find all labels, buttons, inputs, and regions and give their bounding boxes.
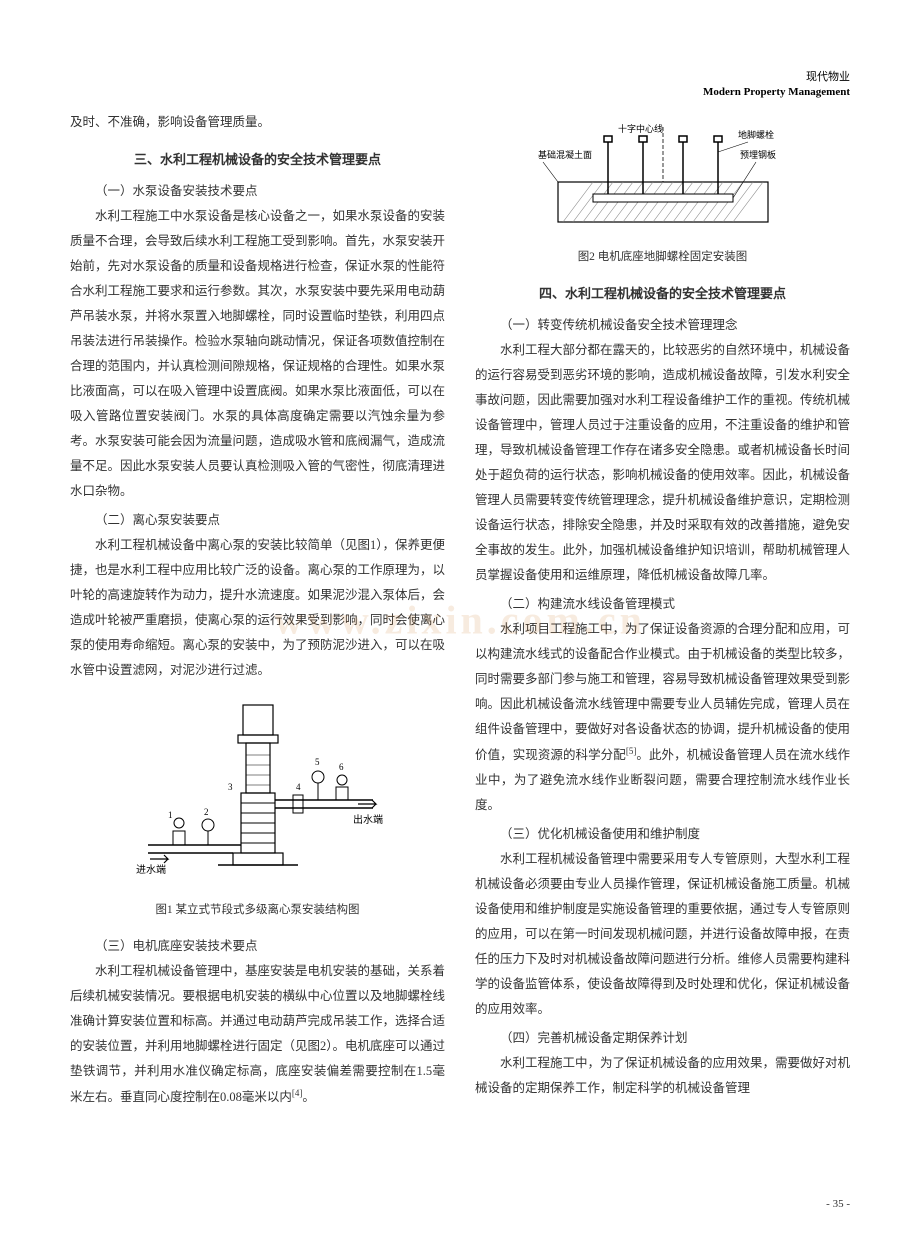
content-columns: 及时、不准确，影响设备管理质量。 三、水利工程机械设备的安全技术管理要点 （一）… (70, 110, 850, 1110)
para-3-3: 水利工程机械设备管理中，基座安装是电机安装的基础，关系着后续机械安装情况。要根据… (70, 959, 445, 1110)
journal-name-cn: 现代物业 (703, 70, 850, 85)
para-continuation: 及时、不准确，影响设备管理质量。 (70, 110, 445, 135)
fig1-label-6: 6 (339, 762, 344, 772)
fig1-label-1: 1 (168, 810, 173, 820)
figure-2-caption: 图2 电机底座地脚螺栓固定安装图 (475, 246, 850, 269)
fig1-label-5: 5 (315, 757, 320, 767)
fig2-l3: 地脚螺栓 (738, 129, 774, 140)
fig1-label-3: 3 (228, 782, 233, 792)
sub-3-2: （二）离心泵安装要点 (70, 508, 445, 533)
figure-2: 十字中心线 基础混凝土面 地脚螺栓 预埋钢板 图2 电机底座地脚螺栓固定安装图 (475, 122, 850, 269)
section-3-heading: 三、水利工程机械设备的安全技术管理要点 (70, 147, 445, 173)
fig1-label-2: 2 (204, 807, 209, 817)
sub-4-3: （三）优化机械设备使用和维护制度 (475, 822, 850, 847)
sub-3-1: （一）水泵设备安装技术要点 (70, 179, 445, 204)
right-column: 十字中心线 基础混凝土面 地脚螺栓 预埋钢板 图2 电机底座地脚螺栓固定安装图 … (475, 110, 850, 1110)
journal-name-en: Modern Property Management (703, 85, 850, 100)
para-4-2: 水利项目工程施工中，为了保证设备资源的合理分配和应用，可以构建流水线式的设备配合… (475, 617, 850, 818)
sub-4-4: （四）完善机械设备定期保养计划 (475, 1026, 850, 1051)
para-3-2: 水利工程机械设备中离心泵的安装比较简单（见图1），保养更便捷，也是水利工程中应用… (70, 533, 445, 683)
para-4-4: 水利工程施工中，为了保证机械设备的应用效果，需要做好对机械设备的定期保养工作，制… (475, 1051, 850, 1101)
fig1-label-in: 进水端 (136, 863, 166, 876)
left-column: 及时、不准确，影响设备管理质量。 三、水利工程机械设备的安全技术管理要点 （一）… (70, 110, 445, 1110)
para-4-1: 水利工程大部分都在露天的，比较恶劣的自然环境中，机械设备的运行容易受到恶劣环境的… (475, 338, 850, 588)
para-3-1: 水利工程施工中水泵设备是核心设备之一，如果水泵设备的安装质量不合理，会导致后续水… (70, 204, 445, 504)
figure-1-svg: 1 2 3 4 5 6 进水端 出水端 (118, 695, 398, 895)
fig2-l2: 基础混凝土面 (538, 149, 592, 160)
sub-3-3: （三）电机底座安装技术要点 (70, 934, 445, 959)
fig2-l4: 预埋钢板 (740, 149, 776, 160)
figure-1-caption: 图1 某立式节段式多级离心泵安装结构图 (70, 899, 445, 922)
para-4-3: 水利工程机械设备管理中需要采用专人专管原则，大型水利工程机械设备必须要由专业人员… (475, 847, 850, 1022)
journal-header: 现代物业 Modern Property Management (703, 70, 850, 101)
fig1-label-out: 出水端 (353, 813, 383, 826)
sub-4-1: （一）转变传统机械设备安全技术管理理念 (475, 313, 850, 338)
figure-2-svg: 十字中心线 基础混凝土面 地脚螺栓 预埋钢板 (538, 122, 788, 242)
fig2-l1: 十字中心线 (618, 123, 663, 134)
sub-4-2: （二）构建流水线设备管理模式 (475, 592, 850, 617)
page-number: - 35 - (826, 1198, 850, 1210)
fig1-label-4: 4 (296, 782, 301, 792)
section-4-heading: 四、水利工程机械设备的安全技术管理要点 (475, 281, 850, 307)
figure-1: 1 2 3 4 5 6 进水端 出水端 图1 某立式节段式多级离心泵安装结构图 (70, 695, 445, 922)
